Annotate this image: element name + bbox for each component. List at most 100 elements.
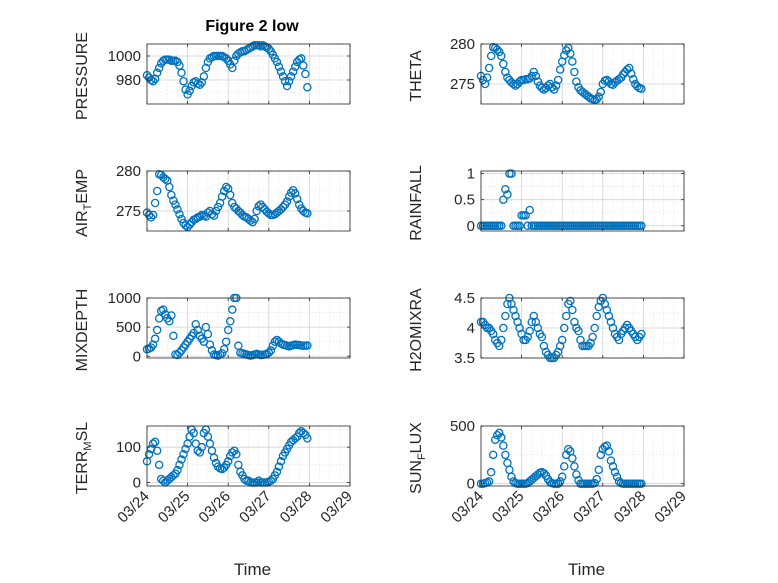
data-series [142,40,312,99]
y-tick-label: 275 [450,76,475,93]
x-tick-label: 03/29 [651,488,690,527]
data-point [274,462,284,471]
data-point [150,334,160,344]
data-point [525,326,534,336]
data-point [150,198,160,208]
data-point [175,348,184,358]
axes-box [146,425,351,487]
data-point [221,54,231,63]
data-point [223,457,233,466]
data-point [596,450,606,460]
data-point [555,477,565,486]
data-point [596,87,606,97]
data-point [299,61,308,70]
data-point [488,450,498,460]
plot-area [147,298,350,358]
data-point [572,77,581,86]
data-point [199,72,209,81]
data-point [288,67,298,76]
data-point [482,73,492,82]
x-tick-label: 03/24 [114,488,153,527]
data-point [268,341,278,351]
axes-box [146,43,351,105]
data-point [501,450,510,460]
data-point [484,63,494,73]
data-point [539,469,549,478]
data-point [568,454,577,463]
subplot-theta: 275 280 THETA [408,36,685,105]
data-point [515,221,524,231]
x-tick-label: 03/26 [529,488,568,527]
x-tick-label: 03/28 [611,488,650,527]
subplot-sun-flux: 03/24 03/25 03/26 03/27 03/28 03/29 0 500 SUNFLU… [408,418,690,579]
data-point [213,202,223,212]
data-point [484,477,494,486]
data-point [588,332,597,342]
data-point [501,67,510,77]
data-point [499,59,508,69]
data-point [533,470,543,479]
data-point [637,221,646,231]
data-point [572,470,581,479]
data-point [592,94,601,104]
y-tick-label: 0 [133,474,141,491]
data-point [169,471,178,480]
data-point [148,340,158,349]
data-point [195,80,205,90]
y-tick-label: 100 [116,439,141,456]
data-point [564,444,573,454]
data-point [294,200,304,209]
y-tick-label: 1000 [108,48,141,65]
data-point [270,337,280,346]
data-point [185,86,194,96]
data-point [568,305,577,315]
data-point [221,182,231,192]
data-point [303,82,312,92]
data-point [272,57,282,67]
data-point [525,205,534,215]
data-point [244,476,253,485]
x-tick-label: 03/27 [236,488,275,527]
x-tick-label: 03/28 [277,488,316,527]
data-point [264,209,274,218]
data-point [282,197,292,206]
data-point [181,85,190,94]
data-point [282,81,292,91]
data-point [559,323,569,333]
data-point [254,476,263,485]
data-point [169,196,178,205]
data-point [266,476,276,485]
data-point [179,76,188,86]
axes-box [480,43,685,105]
data-point [246,216,255,225]
data-point [152,325,162,335]
data-point [592,311,601,321]
data-point [205,340,215,349]
data-point [303,341,312,350]
data-point [181,444,190,454]
subplot-terr-msl: 03/24 03/25 03/26 03/27 03/28 03/29 0 100 TERRMS… [74,422,356,579]
data-point [146,444,156,454]
data-point [252,206,261,216]
data-point [161,310,170,319]
data-point [278,202,288,212]
data-point [566,49,575,58]
data-point [154,63,164,73]
data-point [523,221,532,231]
subplot-air-temp: 275 280 AIRTEMP [74,163,351,237]
data-point [228,448,237,457]
data-point [594,92,603,102]
axes-box [480,170,685,232]
data-point [568,57,577,66]
data-point [152,68,162,78]
data-point [495,428,504,438]
data-point [486,51,496,61]
data-point [497,433,506,442]
data-point [564,43,573,53]
data-point [533,77,543,86]
data-point [590,323,599,333]
data-point [637,84,646,94]
data-series [142,169,312,232]
data-point [559,50,569,60]
data-point [177,455,186,464]
